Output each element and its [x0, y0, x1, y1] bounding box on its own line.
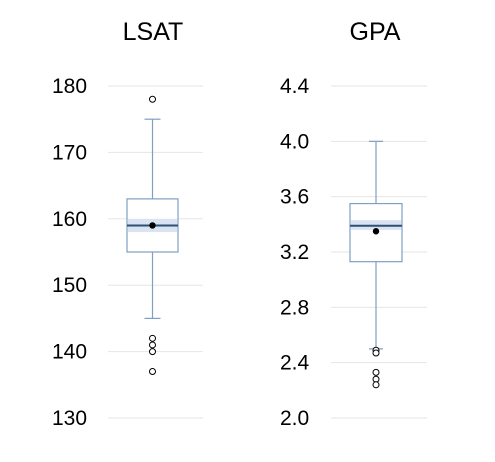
chart-0-outlier	[149, 348, 156, 356]
chart-1-tick-label: 2.0	[280, 407, 309, 430]
chart-1-outlier	[372, 349, 380, 357]
chart-1-tick-label: 4.0	[280, 130, 309, 153]
chart-0-title: LSAT	[123, 18, 184, 46]
chart-1-tick-label: 2.8	[280, 296, 309, 319]
chart-1-tick-label: 3.6	[280, 186, 309, 209]
chart-1-tick-label: 4.4	[280, 75, 310, 98]
chart-1-title: GPA	[350, 18, 401, 46]
chart-0-tick-label: 140	[52, 341, 87, 364]
chart-1-tick-label: 3.2	[280, 241, 309, 264]
chart-0-tick-label: 180	[52, 75, 87, 98]
chart-1-panel: GPA 4.4 4.0 3.6 3.2 2.8 2.4 2.0	[280, 18, 427, 430]
chart-0-outlier	[149, 95, 156, 103]
chart-1-outlier	[372, 381, 380, 389]
chart-0-panel: LSAT 180 170 160 150 140 130	[52, 18, 203, 430]
chart-0-tick-label: 160	[52, 208, 87, 231]
chart-1-outlier	[372, 368, 380, 376]
chart-0-tick-label: 130	[52, 407, 87, 430]
chart-0-tick-label: 150	[52, 274, 87, 297]
chart-1-tick-label: 2.4	[280, 352, 310, 375]
chart-0-outlier	[149, 368, 156, 376]
chart-0-mean-point	[149, 222, 156, 229]
chart-0-tick-label: 170	[52, 141, 87, 164]
chart-1-mean-point	[372, 228, 380, 235]
chart-0-outlier	[149, 334, 156, 342]
chart-0-outlier	[149, 341, 156, 349]
